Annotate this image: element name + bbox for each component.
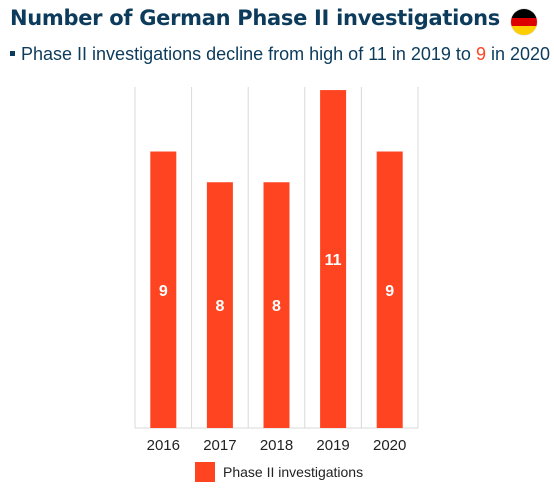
- bar-2020: [376, 151, 403, 428]
- x-tick-label-2017: 2017: [203, 437, 236, 454]
- data-label-2019: 11: [325, 252, 342, 269]
- chart-title: Number of German Phase II investigations: [10, 6, 501, 30]
- subtitle-suffix: in 2020: [485, 44, 551, 64]
- data-label-2016: 9: [159, 283, 168, 300]
- flag-stripe-red: [511, 17, 537, 27]
- bar-chart: 9 2016 8 2017 8 2018 11 2019 9 2020: [134, 87, 419, 454]
- x-tick-label-2019: 2019: [316, 437, 349, 454]
- data-label-2020: 9: [385, 283, 394, 300]
- german-flag-icon: [511, 9, 537, 35]
- bar-2017: [206, 182, 233, 428]
- bar-2016: [150, 151, 177, 428]
- x-tick-label-2018: 2018: [260, 437, 293, 454]
- x-tick-label-2016: 2016: [147, 437, 180, 454]
- subtitle-highlight: 9: [475, 44, 486, 64]
- data-label-2018: 8: [272, 298, 281, 315]
- x-tick-label-2020: 2020: [373, 437, 406, 454]
- bar-2018: [263, 182, 290, 428]
- bullet-icon: [10, 50, 15, 56]
- subtitle-prefix: Phase II investigations decline from hig…: [21, 44, 476, 64]
- legend: Phase II investigations: [195, 462, 363, 482]
- data-label-2017: 8: [215, 298, 224, 315]
- bar-2019: [320, 90, 347, 428]
- flag-stripe-gold: [511, 26, 537, 35]
- legend-swatch: [195, 462, 215, 482]
- chart-subtitle: Phase II investigations decline from hig…: [10, 44, 550, 65]
- flag-stripe-black: [511, 9, 537, 18]
- legend-label: Phase II investigations: [223, 464, 364, 480]
